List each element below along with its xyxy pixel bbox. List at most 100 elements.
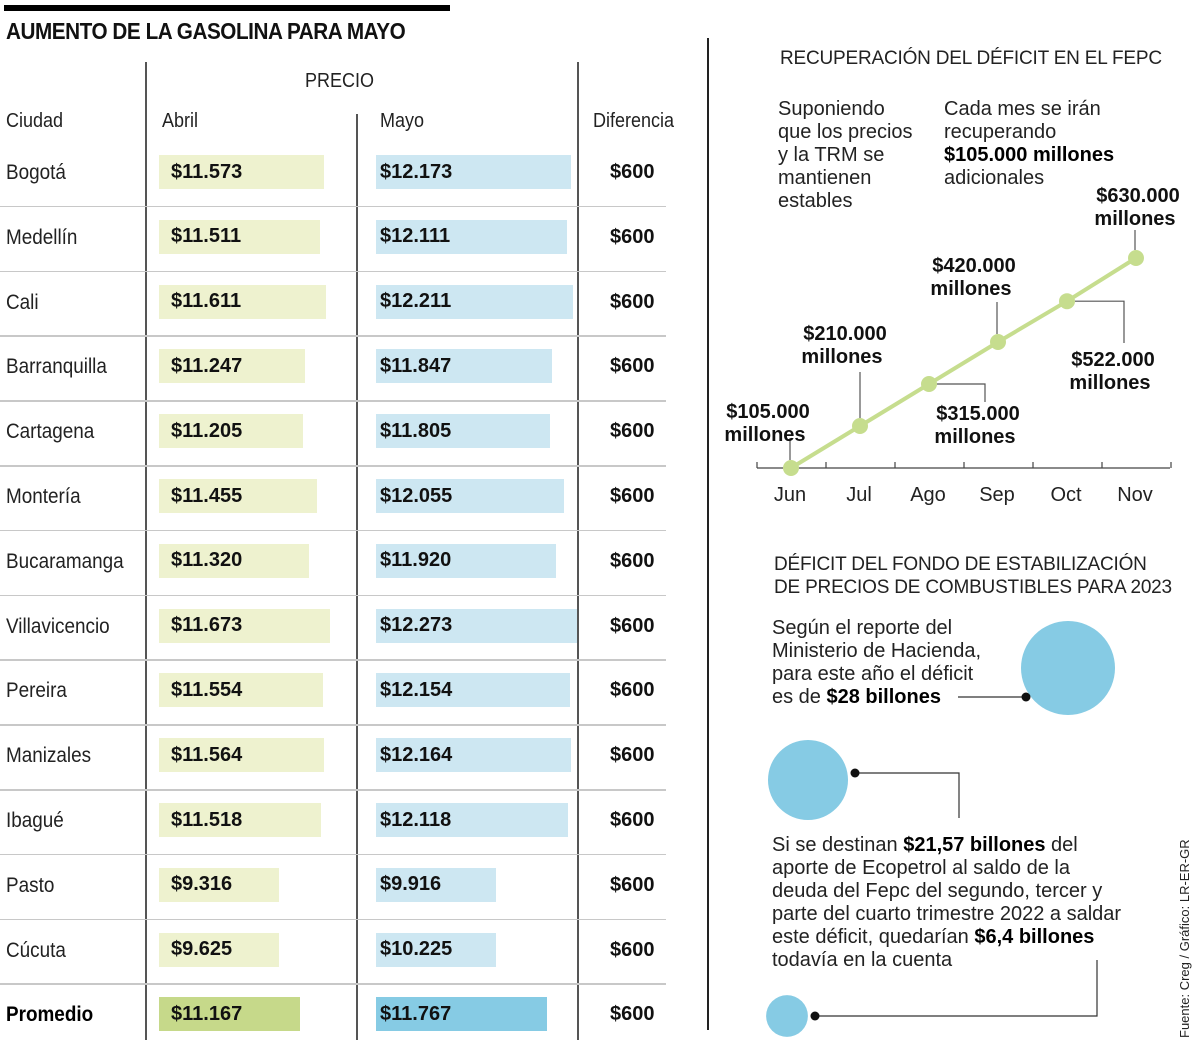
mayo-price-bar: $12.154 <box>376 673 570 708</box>
city-name: Ibagué <box>6 809 64 832</box>
row-divider <box>0 659 666 661</box>
abril-price: $11.673 <box>171 614 243 637</box>
abril-price-bar: $11.573 <box>159 155 325 189</box>
price-difference: $600 <box>610 873 655 896</box>
mayo-price-bar: $9.916 <box>376 867 496 902</box>
abril-price-bar: $11.247 <box>159 349 306 384</box>
column-divider <box>145 62 147 1040</box>
city-name: Montería <box>6 485 81 508</box>
data-label-unit: millones <box>1094 208 1175 230</box>
price-difference: $600 <box>610 1003 655 1026</box>
mayo-price-bar: $12.273 <box>376 608 577 643</box>
mayo-price: $11.767 <box>380 1002 452 1025</box>
column-divider <box>577 62 579 1040</box>
price-difference: $600 <box>610 549 655 572</box>
mayo-price: $12.154 <box>380 678 453 701</box>
note-text: es de <box>772 686 827 708</box>
data-point <box>783 460 799 476</box>
abril-price: $11.455 <box>171 484 243 507</box>
price-difference: $600 <box>610 161 655 183</box>
leader-line <box>855 772 960 818</box>
mayo-price: $12.055 <box>380 484 453 507</box>
mayo-price: $9.916 <box>380 873 442 896</box>
row-divider <box>0 594 666 597</box>
data-label-value: $105.000 <box>726 401 809 423</box>
note-line: y la TRM se <box>778 144 885 166</box>
note-highlight: $105.000 millones <box>944 144 1115 166</box>
deficit-title-line: DE PRECIOS DE COMBUSTIBLES PARA 2023 <box>774 577 1172 598</box>
row-divider <box>0 789 666 791</box>
abril-price: $9.625 <box>171 938 233 961</box>
mayo-price-bar: $12.055 <box>376 479 565 513</box>
abril-price-bar: $11.564 <box>159 738 324 773</box>
data-point <box>990 334 1006 350</box>
deficit-title-line: DÉFICIT DEL FONDO DE ESTABILIZACIÓN <box>774 554 1147 575</box>
city-name: Pasto <box>6 873 55 897</box>
row-divider <box>0 853 666 856</box>
city-name: Medellín <box>6 225 78 249</box>
mayo-price: $11.920 <box>380 549 452 572</box>
row-divider <box>0 918 666 921</box>
note-highlight: $28 billones <box>826 686 941 708</box>
note-line: Cada mes se irán <box>944 98 1101 120</box>
leader-dot <box>850 768 860 778</box>
abril-price-bar: $11.205 <box>159 414 303 449</box>
abril-price: $11.205 <box>171 419 243 442</box>
mayo-price: $12.173 <box>380 160 453 183</box>
note-line: que los precios <box>778 121 913 143</box>
note-line: Ministerio de Hacienda, <box>772 640 981 662</box>
abril-price: $11.573 <box>171 160 243 183</box>
row-divider <box>0 400 666 402</box>
label-leader-line <box>1075 300 1125 343</box>
header-ciudad: Ciudad <box>6 110 64 132</box>
price-difference: $600 <box>610 485 655 507</box>
mayo-price-bar: $12.111 <box>376 219 568 254</box>
price-difference: $600 <box>610 614 655 637</box>
bubble-6-4-billones <box>766 995 808 1037</box>
mayo-price: $11.805 <box>380 419 452 442</box>
bubble-21-57-billones <box>767 739 849 821</box>
price-difference: $600 <box>610 809 655 831</box>
note-highlight: $21,57 billones <box>903 834 1046 856</box>
abril-price-bar: $11.511 <box>159 219 321 254</box>
mayo-price: $11.847 <box>380 354 452 377</box>
data-label-value: $630.000 <box>1096 185 1179 207</box>
abril-price-bar: $11.518 <box>159 803 321 837</box>
note-text: Si se destinan <box>772 834 904 856</box>
abril-price: $11.554 <box>171 678 243 701</box>
data-label-unit: millones <box>801 346 882 368</box>
data-point <box>921 376 937 392</box>
data-label-unit: millones <box>930 278 1011 300</box>
note-text: del <box>1045 834 1078 856</box>
x-tick-label: Sep <box>979 484 1015 506</box>
note-highlight: $6,4 billones <box>974 926 1095 948</box>
x-tick-label: Jun <box>774 484 806 506</box>
data-label-value: $522.000 <box>1071 349 1154 371</box>
x-tick-label: Jul <box>846 484 872 506</box>
mayo-price: $10.225 <box>380 938 453 961</box>
data-label-value: $210.000 <box>803 323 886 345</box>
data-point <box>1059 293 1075 310</box>
abril-price-bar: $11.673 <box>159 608 330 643</box>
abril-price: $11.564 <box>171 743 243 766</box>
data-point <box>852 418 868 434</box>
mayo-price: $12.118 <box>380 808 452 831</box>
deficit-text-28: Según el reporte del Ministerio de Hacie… <box>772 617 981 709</box>
mayo-price: $12.164 <box>380 743 453 766</box>
leader-dot <box>810 1011 820 1021</box>
city-name: Cúcuta <box>6 938 66 962</box>
note-line: aporte de Ecopetrol al saldo de la <box>772 857 1070 879</box>
bubble-28-billones <box>1021 621 1115 715</box>
fepc-title: RECUPERACIÓN DEL DÉFICIT EN EL FEPC <box>780 48 1162 69</box>
note-line: estables <box>778 190 853 212</box>
fepc-line-chart: Jun Jul Ago Sep Oct Nov$105.000millones$210.0… <box>724 185 1179 506</box>
row-divider <box>0 465 666 467</box>
abril-price-bar: $11.554 <box>159 673 323 708</box>
row-divider <box>0 983 666 985</box>
row-divider <box>0 205 666 208</box>
note-line: deuda del Fepc del segundo, tercer y <box>772 880 1103 902</box>
note-line: para este año el déficit <box>772 663 974 685</box>
row-divider <box>0 724 666 726</box>
series-line <box>789 256 1138 470</box>
abril-price-bar: $11.455 <box>159 479 318 513</box>
